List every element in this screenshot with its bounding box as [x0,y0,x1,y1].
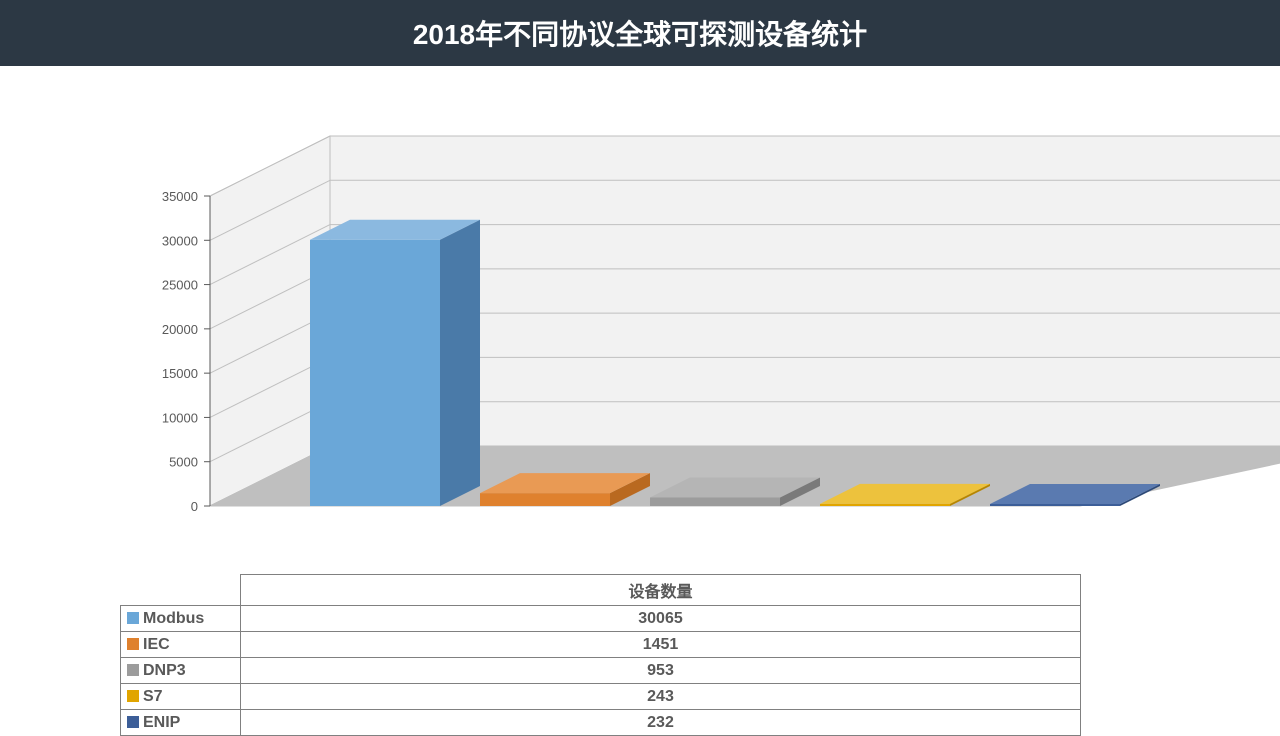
table-row: S7 243 [121,684,1081,710]
series-label: DNP3 [121,658,241,684]
table-row: DNP3 953 [121,658,1081,684]
series-label: Modbus [121,606,241,632]
series-name: Modbus [143,610,204,627]
color-swatch-icon [127,664,139,676]
series-value: 953 [241,658,1081,684]
chart-area: 0 5000 10000 15000 20000 25000 30000 35000 设备数量… [0,66,1280,720]
svg-text:20000: 20000 [162,322,198,337]
series-name: DNP3 [143,662,186,679]
header-bar: 2018年不同协议全球可探测设备统计 [0,0,1280,66]
table-row: IEC 1451 [121,632,1081,658]
svg-text:10000: 10000 [162,410,198,425]
chart-data-table: 设备数量 Modbus 30065 IEC 1451 DNP3 953 S7 243 ENIP 23… [120,574,1081,736]
series-label: IEC [121,632,241,658]
series-label: ENIP [121,710,241,736]
series-value: 243 [241,684,1081,710]
series-name: S7 [143,688,163,705]
svg-text:5000: 5000 [169,455,198,470]
page-title: 2018年不同协议全球可探测设备统计 [413,13,867,53]
svg-text:15000: 15000 [162,366,198,381]
table-column-header: 设备数量 [241,575,1081,606]
svg-text:0: 0 [191,499,198,514]
series-value: 232 [241,710,1081,736]
svg-text:30000: 30000 [162,233,198,248]
series-value: 1451 [241,632,1081,658]
color-swatch-icon [127,716,139,728]
series-name: IEC [143,636,170,653]
color-swatch-icon [127,690,139,702]
series-label: S7 [121,684,241,710]
series-name: ENIP [143,714,180,731]
series-value: 30065 [241,606,1081,632]
svg-text:25000: 25000 [162,278,198,293]
svg-text:35000: 35000 [162,189,198,204]
color-swatch-icon [127,638,139,650]
table-row: Modbus 30065 [121,606,1081,632]
color-swatch-icon [127,612,139,624]
bar3d-chart-svg: 0 5000 10000 15000 20000 25000 30000 35000 [0,66,1280,526]
table-row: ENIP 232 [121,710,1081,736]
